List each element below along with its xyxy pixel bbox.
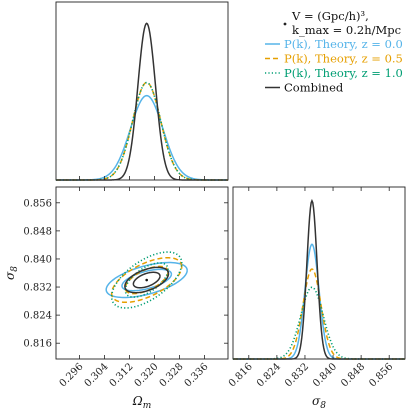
x-tick-label-sigma8: 0.824 bbox=[255, 361, 283, 389]
x-axis-label-omega-m: Ωm bbox=[132, 394, 152, 411]
x-tick-label-omega-m: 0.320 bbox=[133, 361, 161, 389]
contour-1sigma-combined bbox=[132, 271, 161, 289]
fiducial-point bbox=[145, 278, 148, 282]
x-tick-label-sigma8: 0.848 bbox=[339, 361, 367, 389]
marginal-omega-m-p-k-theory-z-0-0 bbox=[56, 94, 228, 181]
legend-label-p-k-theory-z-1-0: P(k), Theory, z = 1.0 bbox=[284, 66, 403, 80]
x-tick-label-omega-m: 0.312 bbox=[108, 361, 136, 389]
x-tick-label-sigma8: 0.856 bbox=[367, 361, 395, 389]
legend-label-combined: Combined bbox=[284, 81, 344, 95]
y-tick-label-sigma8: 0.816 bbox=[23, 339, 52, 350]
x-tick-label-sigma8: 0.840 bbox=[311, 361, 339, 389]
x-tick-label-sigma8: 0.816 bbox=[227, 361, 255, 389]
legend-label-p-k-theory-z-0-5: P(k), Theory, z = 0.5 bbox=[284, 52, 403, 66]
y-tick-label-sigma8: 0.824 bbox=[23, 311, 52, 322]
legend-header-kmax: k_max = 0.2h/Mpc bbox=[292, 23, 401, 37]
legend-header-volume: V = (Gpc/h)³, bbox=[291, 9, 369, 23]
legend-label-p-k-theory-z-0-0: P(k), Theory, z = 0.0 bbox=[284, 37, 403, 51]
marginal-sigma8-combined bbox=[233, 198, 405, 360]
sigma8-marginal-panel bbox=[232, 186, 406, 360]
x-tick-label-omega-m: 0.328 bbox=[158, 361, 186, 389]
contour-2sigma-combined bbox=[124, 266, 170, 294]
omega-m-marginal-panel bbox=[55, 1, 229, 181]
legend-marker-dot bbox=[283, 22, 287, 26]
y-tick-label-sigma8: 0.856 bbox=[23, 198, 52, 209]
joint-posterior-panel bbox=[55, 186, 229, 360]
legend: V = (Gpc/h)³, k_max = 0.2h/Mpc P(k), The… bbox=[265, 9, 403, 95]
contour-2sigma-p-k-theory-z-1-0 bbox=[110, 251, 183, 309]
x-tick-label-omega-m: 0.296 bbox=[58, 361, 86, 389]
marginal-omega-m-p-k-theory-z-0-5 bbox=[56, 81, 228, 181]
y-tick-label-sigma8: 0.832 bbox=[23, 283, 52, 294]
x-tick-label-sigma8: 0.832 bbox=[283, 361, 311, 389]
marginal-omega-m-combined bbox=[56, 22, 228, 181]
y-axis-label-sigma8: σ8 bbox=[3, 266, 20, 280]
y-tick-label-sigma8: 0.840 bbox=[23, 254, 52, 265]
x-tick-label-omega-m: 0.336 bbox=[183, 361, 211, 389]
marginal-omega-m-p-k-theory-z-1-0 bbox=[56, 81, 228, 181]
contour-2sigma-p-k-theory-z-0-5 bbox=[110, 256, 183, 304]
contour-1sigma-p-k-theory-z-1-0 bbox=[124, 262, 169, 298]
x-tick-label-omega-m: 0.304 bbox=[83, 361, 111, 389]
y-tick-label-sigma8: 0.848 bbox=[23, 226, 52, 237]
contour-1sigma-p-k-theory-z-0-5 bbox=[124, 265, 169, 295]
x-axis-label-sigma8: σ8 bbox=[312, 394, 326, 411]
